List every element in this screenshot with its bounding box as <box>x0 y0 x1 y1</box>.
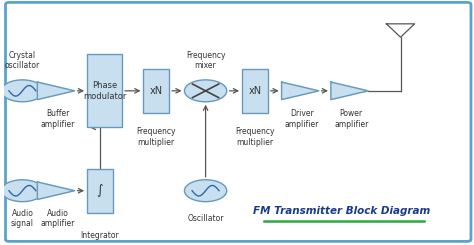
Text: Phase
modulator: Phase modulator <box>83 81 126 100</box>
Circle shape <box>1 180 44 202</box>
Text: xN: xN <box>150 86 163 96</box>
Polygon shape <box>282 82 319 100</box>
Text: ∫: ∫ <box>97 184 103 197</box>
Circle shape <box>184 180 227 202</box>
Bar <box>143 69 169 113</box>
FancyBboxPatch shape <box>6 2 471 241</box>
Text: Crystal
oscillator: Crystal oscillator <box>5 51 40 70</box>
Polygon shape <box>37 82 74 100</box>
Text: Integrator: Integrator <box>81 231 119 240</box>
Polygon shape <box>331 82 368 100</box>
Circle shape <box>1 80 44 102</box>
Text: Buffer
amplifier: Buffer amplifier <box>40 109 75 129</box>
Text: FM Transmitter Block Diagram: FM Transmitter Block Diagram <box>253 207 430 216</box>
Text: Power
amplifier: Power amplifier <box>334 109 368 129</box>
Text: Driver
amplifier: Driver amplifier <box>285 109 319 129</box>
Circle shape <box>184 80 227 102</box>
Text: Frequency
multiplier: Frequency multiplier <box>235 127 274 147</box>
Polygon shape <box>37 182 74 199</box>
Text: Oscillator: Oscillator <box>187 214 224 223</box>
Text: Audio
amplifier: Audio amplifier <box>40 209 75 228</box>
Polygon shape <box>386 24 415 37</box>
Text: xN: xN <box>248 86 262 96</box>
Text: Frequency
multiplier: Frequency multiplier <box>137 127 176 147</box>
Bar <box>87 169 113 213</box>
Bar <box>242 69 268 113</box>
Bar <box>87 54 122 127</box>
Text: Audio
signal: Audio signal <box>11 209 34 228</box>
Text: Frequency
mixer: Frequency mixer <box>186 51 225 70</box>
